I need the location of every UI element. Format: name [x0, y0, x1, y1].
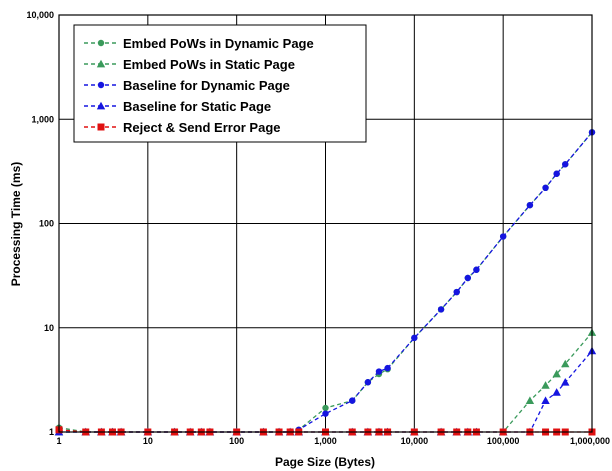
data-point: [437, 306, 445, 313]
x-tick-label: 1,000: [314, 436, 337, 446]
tick-labels: 1 10 100 1,000 10,000 100,000 1,000,000 1 10 100 1…: [26, 10, 610, 446]
legend-marker: [97, 39, 105, 47]
data-point: [561, 378, 570, 386]
data-point: [562, 161, 569, 168]
y-tick-label: 10,000: [26, 10, 54, 20]
x-tick-label: 100,000: [487, 436, 520, 446]
y-tick-label: 100: [39, 219, 54, 229]
data-point: [561, 359, 570, 368]
legend-marker: [97, 123, 105, 131]
data-point: [322, 410, 329, 417]
data-point: [541, 381, 550, 389]
legend-label: Baseline for Static Page: [123, 99, 271, 114]
y-axis-title: Processing Time (ms): [9, 162, 23, 287]
legend-label: Embed PoWs in Dynamic Page: [123, 36, 314, 51]
x-tick-label: 10,000: [401, 436, 429, 446]
legend-marker: [96, 101, 106, 110]
data-point: [453, 288, 460, 296]
legend-marker: [97, 81, 105, 89]
y-tick-label: 1: [49, 427, 54, 437]
data-point: [322, 404, 329, 412]
x-axis-title: Page Size (Bytes): [275, 455, 375, 469]
data-point: [375, 368, 383, 375]
data-point: [552, 388, 561, 396]
legend-label: Reject & Send Error Page: [123, 120, 281, 135]
data-point: [542, 184, 549, 192]
legend-marker: [96, 59, 106, 68]
x-tick-label: 100: [229, 436, 244, 446]
x-tick-label: 10: [143, 436, 153, 446]
data-point: [364, 379, 372, 386]
data-point: [349, 397, 356, 404]
data-point: [464, 274, 472, 282]
data-point: [552, 369, 561, 378]
data-point: [553, 170, 560, 177]
data-point: [541, 396, 550, 404]
data-point: [384, 364, 391, 372]
x-tick-label: 1: [56, 436, 61, 446]
y-tick-label: 10: [44, 323, 54, 333]
y-tick-label: 1,000: [31, 114, 54, 124]
data-point: [411, 334, 418, 342]
data-point: [525, 396, 535, 404]
legend-label: Baseline for Dynamic Page: [123, 78, 290, 93]
legend-label: Embed PoWs in Static Page: [123, 57, 295, 72]
legend: Embed PoWs in Dynamic Page Embed PoWs in …: [73, 24, 367, 143]
data-point: [526, 201, 534, 209]
data-point: [499, 233, 507, 240]
data-point: [473, 266, 480, 273]
legend-box: [73, 24, 367, 143]
x-tick-label: 1,000,000: [570, 436, 610, 446]
plot-frame: [58, 14, 593, 433]
